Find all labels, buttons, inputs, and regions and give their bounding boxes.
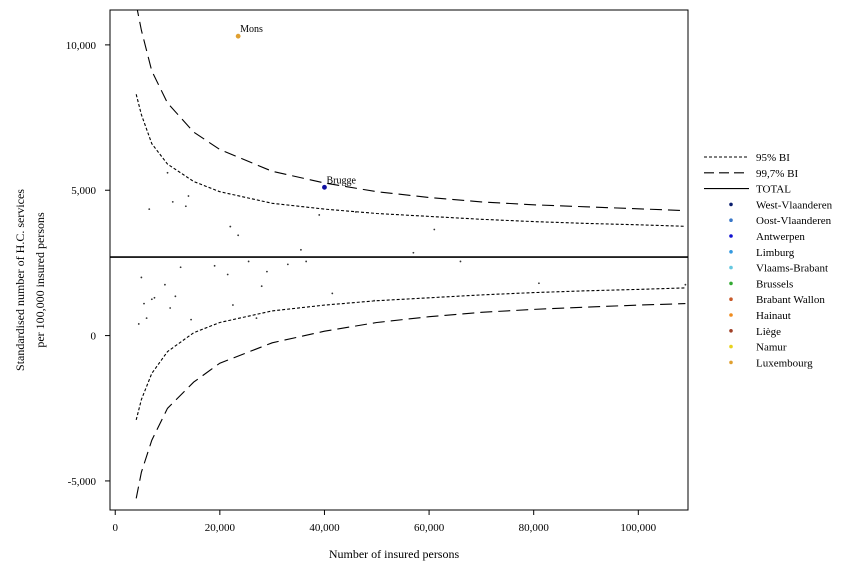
y-tick-label: -5,000: [68, 476, 97, 488]
legend-swatch-brabant-wallon: [729, 297, 733, 302]
legend-swatch-li-ge: [729, 329, 733, 333]
legend-label-luxembourg: Luxembourg: [756, 357, 813, 369]
band-dotted-upper: [135, 94, 686, 227]
legend-label-namur: Namur: [756, 342, 787, 354]
confidence-bands: [135, 10, 686, 499]
legend-label-99-7-bi: 99,7% BI: [756, 168, 799, 180]
legend-swatch-oost-vlaanderen: [729, 218, 733, 222]
y-axis-title-line-1: Standardised number of H.C. services: [13, 189, 27, 371]
data-point: [300, 248, 302, 251]
legend-swatch-hainaut: [729, 313, 733, 317]
data-point: [255, 317, 258, 320]
legend-label-vlaams-brabant: Vlaams-Brabant: [756, 263, 828, 275]
x-axis: 0 20,000 40,000 60,000 80,000 100,000: [112, 510, 657, 534]
legend-label-hainaut: Hainaut: [756, 310, 791, 322]
data-point: [433, 228, 436, 231]
data-point: [684, 283, 687, 286]
data-point: [140, 276, 143, 279]
legend-label-95-bi: 95% BI: [756, 152, 790, 164]
y-axis-title: Standardised number of H.C. services per…: [13, 189, 47, 371]
legend-swatch-namur: [729, 344, 733, 349]
y-tick-label: 10,000: [66, 40, 97, 52]
data-point: [266, 270, 268, 273]
legend-label-brussels: Brussels: [756, 278, 793, 290]
data-point: [171, 200, 174, 203]
data-point: [190, 318, 192, 321]
data-point-mons: [235, 33, 241, 39]
legend-swatch-limburg: [729, 250, 733, 254]
legend-label-brabant-wallon: Brabant Wallon: [756, 294, 825, 306]
x-tick-label: 100,000: [620, 522, 656, 534]
data-point: [286, 263, 289, 266]
data-point: [164, 283, 166, 286]
data-point: [226, 273, 229, 276]
data-point: [150, 298, 153, 301]
legend-label-oost-vlaanderen: Oost-Vlaanderen: [756, 215, 832, 227]
data-point: [412, 251, 415, 254]
legend-swatch-brussels: [729, 281, 733, 286]
data-point: [187, 195, 190, 197]
band-dashed-upper: [136, 10, 686, 212]
legend-label-antwerpen: Antwerpen: [756, 231, 805, 243]
band-dotted-lower: [135, 287, 686, 421]
legend-swatch-luxembourg: [729, 360, 733, 365]
data-point: [145, 317, 148, 320]
legend-label-west-vlaanderen: West-Vlaanderen: [756, 199, 833, 211]
data-point: [143, 302, 145, 305]
data-point: [174, 295, 177, 298]
legend-label-limburg: Limburg: [756, 247, 795, 259]
point-label-mons: Mons: [240, 24, 263, 35]
y-axis-title-line-2: per 100,000 insured persons: [33, 212, 47, 348]
y-tick-label: 5,000: [71, 185, 96, 197]
x-tick-label: 40,000: [309, 522, 340, 534]
data-point: [229, 225, 232, 228]
legend-label-li-ge: Liège: [756, 326, 781, 338]
data-point: [137, 323, 140, 325]
data-point: [184, 205, 187, 208]
x-tick-label: 20,000: [205, 522, 236, 534]
data-point: [179, 266, 182, 269]
data-point: [232, 304, 234, 306]
data-points: Mons Brugge: [137, 24, 687, 325]
legend-swatch-west-vlaanderen: [729, 202, 733, 207]
data-point: [373, 299, 376, 302]
data-point: [459, 260, 462, 263]
legend-swatch-antwerpen: [729, 234, 733, 238]
point-label-brugge: Brugge: [326, 175, 356, 186]
x-tick-label: 0: [112, 522, 118, 534]
plot-frame: [109, 9, 689, 511]
data-point: [153, 296, 156, 299]
x-tick-label: 60,000: [414, 522, 445, 534]
data-point: [260, 285, 263, 288]
data-point: [169, 307, 172, 309]
data-point: [148, 208, 151, 211]
data-point: [166, 171, 169, 174]
legend-swatch-vlaams-brabant: [729, 265, 733, 270]
data-point: [237, 234, 240, 237]
data-point: [318, 214, 321, 216]
data-point: [538, 282, 540, 285]
legend: 95% BI 99,7% BI TOTAL West-Vlaanderen Oost-V…: [704, 152, 833, 369]
legend-label-total: TOTAL: [756, 184, 791, 196]
x-tick-label: 80,000: [519, 522, 550, 534]
x-axis-title: Number of insured persons: [329, 547, 460, 561]
data-point: [305, 260, 308, 263]
band-dashed-lower: [135, 303, 686, 499]
data-point: [247, 260, 250, 263]
data-point: [354, 211, 357, 213]
data-point-brugge: [322, 184, 327, 190]
data-point: [331, 292, 334, 295]
y-axis: -5,000 0 5,000 10,000: [66, 40, 110, 488]
y-tick-label: 0: [91, 331, 97, 343]
data-point: [213, 264, 216, 267]
